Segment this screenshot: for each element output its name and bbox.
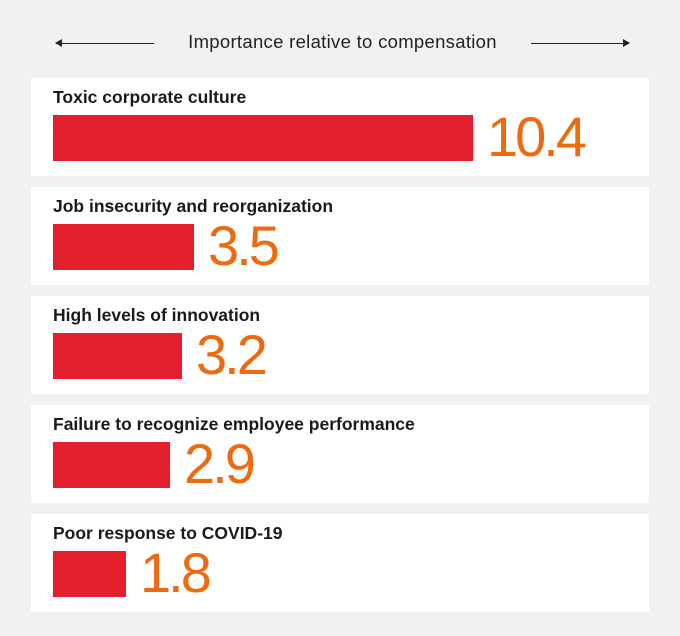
category-label: Failure to recognize employee performanc… bbox=[53, 414, 415, 434]
category-label: High levels of innovation bbox=[53, 305, 261, 325]
category-label: Job insecurity and reorganization bbox=[53, 196, 334, 216]
value-label: 3.2 bbox=[196, 323, 268, 386]
bar-card-toxic-corporate-culture: Toxic corporate culture 10.4 bbox=[31, 78, 649, 176]
bar bbox=[53, 333, 182, 379]
bar-card-job-insecurity: Job insecurity and reorganization 3.5 bbox=[31, 187, 649, 285]
bar bbox=[53, 551, 126, 597]
value-label: 10.4 bbox=[487, 105, 587, 168]
value-label: 1.8 bbox=[140, 541, 212, 604]
right-arrow-icon bbox=[531, 39, 630, 47]
value-label: 3.5 bbox=[208, 214, 280, 277]
bar-card-failure-to-recognize: Failure to recognize employee performanc… bbox=[31, 405, 649, 503]
chart-title: Importance relative to compensation bbox=[188, 31, 497, 52]
bar-card-poor-covid-response: Poor response to COVID-19 1.8 bbox=[31, 514, 649, 612]
category-label: Toxic corporate culture bbox=[53, 87, 247, 107]
left-arrow-icon bbox=[55, 39, 154, 47]
axis-header: Importance relative to compensation bbox=[0, 26, 680, 62]
category-label: Poor response to COVID-19 bbox=[53, 523, 283, 543]
value-label: 2.9 bbox=[184, 432, 256, 495]
bar bbox=[53, 115, 473, 161]
bar-card-high-levels-of-innovation: High levels of innovation 3.2 bbox=[31, 296, 649, 394]
bar bbox=[53, 224, 194, 270]
bar bbox=[53, 442, 170, 488]
